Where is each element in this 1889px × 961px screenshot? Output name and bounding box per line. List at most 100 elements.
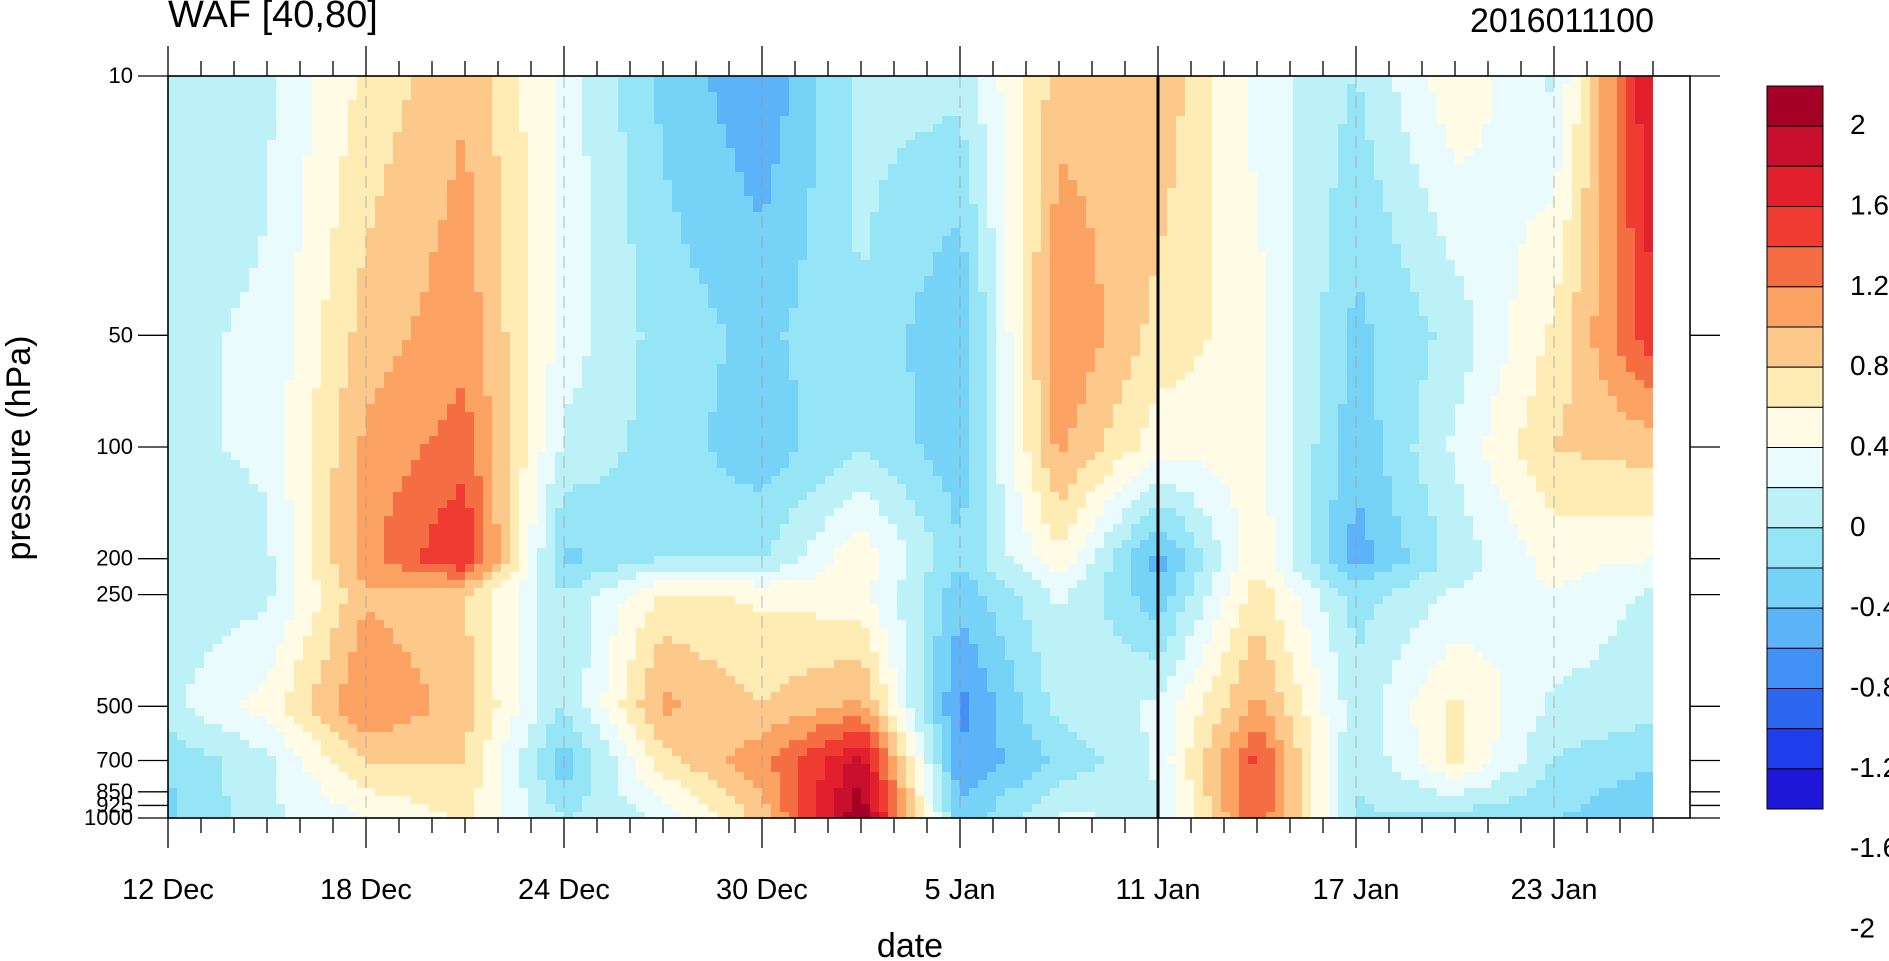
contour-cell [1518,132,1528,141]
contour-cell [1554,76,1564,85]
contour-cell [870,92,880,101]
contour-cell [870,84,880,93]
contour-cell [1356,180,1366,189]
contour-cell [708,284,718,293]
contour-cell [1554,172,1564,181]
contour-cell [294,236,304,245]
contour-cell [663,292,673,301]
contour-cell [726,300,736,309]
contour-cell [933,92,943,101]
contour-cell [1113,188,1123,197]
contour-cell [600,164,610,173]
contour-cell [1167,84,1177,93]
contour-cell [519,244,529,253]
contour-cell [1536,292,1546,301]
contour-cell [573,220,583,229]
contour-cell [735,236,745,245]
contour-cell [852,292,862,301]
contour-cell [753,252,763,261]
contour-cell [1527,292,1537,301]
contour-cell [258,132,268,141]
contour-cell [1635,84,1645,93]
contour-cell [726,260,736,269]
contour-cell [294,252,304,261]
contour-cell [591,156,601,165]
contour-cell [1203,164,1213,173]
contour-cell [1176,180,1186,189]
contour-cell [1068,116,1078,125]
contour-cell [744,244,754,253]
contour-cell [519,172,529,181]
contour-cell [1428,204,1438,213]
contour-cell [564,116,574,125]
contour-cell [762,212,772,221]
contour-cell [213,132,223,141]
contour-cell [708,260,718,269]
contour-cell [1401,140,1411,149]
contour-cell [942,180,952,189]
contour-cell [1005,300,1015,309]
contour-cell [924,236,934,245]
contour-cell [699,268,709,277]
contour-cell [555,76,565,85]
contour-cell [456,100,466,109]
contour-cell [1167,276,1177,285]
contour-cell [915,284,925,293]
contour-cell [582,124,592,133]
contour-cell [1005,292,1015,301]
contour-cell [744,172,754,181]
contour-cell [1212,164,1222,173]
contour-cell [1392,148,1402,157]
contour-cell [1410,84,1420,93]
contour-cell [1041,180,1051,189]
contour-cell [519,196,529,205]
contour-cell [636,252,646,261]
contour-cell [726,292,736,301]
contour-cell [402,284,412,293]
contour-cell [699,276,709,285]
contour-cell [1257,268,1267,277]
contour-cell [1572,196,1582,205]
contour-cell [537,100,547,109]
contour-cell [897,196,907,205]
contour-cell [825,172,835,181]
contour-cell [1410,148,1420,157]
contour-cell [591,204,601,213]
contour-cell [1383,212,1393,221]
contour-cell [1347,284,1357,293]
contour-cell [195,276,205,285]
contour-cell [852,84,862,93]
contour-cell [1113,164,1123,173]
contour-cell [429,108,439,117]
contour-cell [330,148,340,157]
contour-cell [1041,132,1051,141]
contour-cell [672,188,682,197]
contour-cell [285,268,295,277]
contour-cell [1410,108,1420,117]
contour-cell [546,172,556,181]
contour-cell [519,228,529,237]
contour-cell [1302,292,1312,301]
contour-cell [1455,76,1465,85]
contour-cell [969,76,979,85]
contour-cell [951,292,961,301]
contour-cell [1311,244,1321,253]
contour-cell [1500,124,1510,133]
contour-cell [1266,76,1276,85]
contour-cell [438,124,448,133]
contour-cell [1005,220,1015,229]
contour-cell [1572,220,1582,229]
contour-cell [1122,172,1132,181]
contour-cell [573,172,583,181]
contour-cell [1536,116,1546,125]
contour-cell [1086,156,1096,165]
contour-cell [1140,196,1150,205]
contour-cell [1482,204,1492,213]
contour-cell [1455,300,1465,309]
contour-cell [1140,164,1150,173]
contour-cell [708,292,718,301]
contour-cell [312,180,322,189]
contour-cell [1455,196,1465,205]
contour-cell [789,236,799,245]
contour-cell [762,236,772,245]
